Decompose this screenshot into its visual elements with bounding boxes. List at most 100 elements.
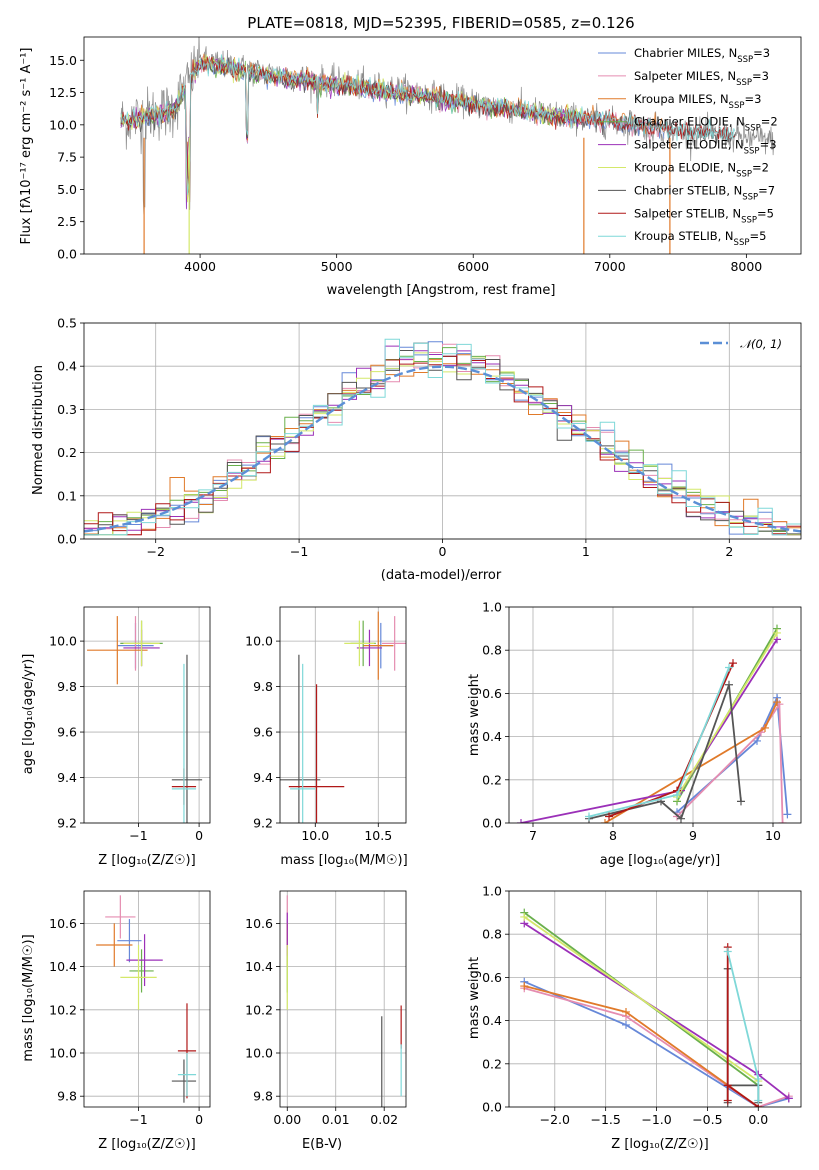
y-tick-label: 15.0	[49, 53, 77, 68]
series-line-chabrier_miles	[523, 980, 790, 1107]
x-tick-label: 0.02	[370, 1112, 398, 1127]
y-tick-label: 10.0	[49, 634, 77, 649]
x-tick-label: −1	[290, 544, 308, 559]
legend-label: Kroupa MILES, NSSP=3	[634, 92, 761, 111]
axes-frame	[83, 606, 211, 824]
y-tick-label: 10.4	[49, 959, 77, 974]
age-vs-mass-panel: 10.0 10.5 9.2 9.4 9.6 9.8 10.0	[245, 606, 407, 843]
point-marker-kroupa_miles	[773, 698, 781, 707]
y-tick-label: 0.0	[482, 816, 502, 831]
x-tick-label: −1.5	[590, 1112, 620, 1127]
massZ-y-label: mass [log₁₀(M/M☉)]	[21, 934, 36, 1061]
plot-area	[87, 616, 203, 823]
residuals-x-label: (data-model)/error	[381, 568, 502, 583]
point-marker-kroupa_stelib	[754, 1074, 763, 1083]
y-tick-label: 10.0	[245, 634, 273, 649]
point-marker-salpeter_miles	[778, 819, 787, 823]
y-tick-label: 0.8	[482, 643, 502, 658]
histogram-kroupa_stelib	[84, 338, 801, 536]
y-tick-label: 0.2	[57, 445, 77, 460]
mwZ-x-label: Z [log₁₀(Z/Z☉)]	[611, 1137, 708, 1152]
y-tick-label: 9.8	[57, 1089, 77, 1104]
axes-frame	[83, 890, 211, 1108]
point-marker-kroupa_miles	[520, 982, 529, 991]
spectrum-panel: 4000 5000 6000 7000 8000 0.0 2.5 5.0 7.5 10.0 12.5…	[49, 36, 802, 274]
y-tick-label: 0.4	[57, 359, 77, 374]
point-marker-salpeter_stelib	[729, 659, 737, 668]
x-tick-label: 1	[582, 544, 590, 559]
point-marker-salpeter_stelib	[723, 1081, 732, 1090]
x-tick-label: 0.01	[322, 1112, 350, 1127]
y-tick-label: 10.6	[49, 916, 77, 931]
y-tick-label: 9.6	[57, 725, 77, 740]
y-tick-label: 0.0	[57, 247, 77, 262]
massZ-x-label: Z [log₁₀(Z/Z☉)]	[98, 1137, 195, 1152]
mass-weight-vs-metallicity-panel: −2.0 −1.5 −1.0 −0.5 0.0 0.0 0.2 0.4 0.6 0.8 1.0	[482, 884, 802, 1127]
x-tick-label: −0.5	[692, 1112, 722, 1127]
axes-frame	[83, 36, 802, 255]
spectrum-title: PLATE=0818, MJD=52395, FIBERID=0585, z=0…	[247, 14, 634, 32]
point-marker-salpeter_elodie	[517, 819, 525, 823]
plot-area	[520, 908, 793, 1107]
series-line-kroupa_elodie	[523, 916, 759, 1082]
legend-label: Salpeter ELODIE, NSSP=3	[634, 138, 777, 157]
y-tick-label: 5.0	[57, 182, 77, 197]
y-tick-label: 0.6	[482, 970, 502, 985]
y-tick-label: 0.0	[482, 1100, 502, 1115]
massE-x-label: E(B-V)	[302, 1137, 342, 1152]
plot-area	[120, 37, 775, 254]
y-tick-label: 9.2	[253, 816, 273, 831]
y-tick-label: 10.0	[245, 1046, 273, 1061]
plot-area	[517, 624, 792, 823]
point-marker-kroupa_miles	[622, 1007, 631, 1016]
x-tick-label: 0.00	[273, 1112, 301, 1127]
x-tick-label: 0.0	[748, 1112, 768, 1127]
mwZ-y-label: mass weight	[467, 957, 482, 1039]
y-tick-label: 0.3	[57, 402, 77, 417]
point-marker-kroupa_stelib	[725, 663, 733, 672]
y-tick-label: 0.1	[57, 488, 77, 503]
x-tick-label: 10	[765, 828, 781, 843]
axes-frame	[279, 890, 407, 1108]
y-tick-label: 9.4	[253, 770, 273, 785]
point-marker-kroupa_stelib	[585, 812, 593, 821]
model-spectrum-salpeter_stelib	[120, 57, 736, 193]
y-tick-label: 0.6	[482, 686, 502, 701]
y-tick-label: 9.8	[253, 1089, 273, 1104]
legend-label: 𝒩(0, 1)	[740, 337, 782, 351]
x-tick-label: 0	[195, 1112, 203, 1127]
y-tick-label: 10.2	[49, 1002, 77, 1017]
point-marker-kroupa_miles	[761, 723, 769, 732]
y-tick-label: 7.5	[57, 150, 77, 165]
y-tick-label: 10.4	[245, 959, 273, 974]
y-tick-label: 9.4	[57, 770, 77, 785]
point-marker-chabrier_stelib	[677, 814, 685, 823]
y-tick-label: 10.0	[49, 1046, 77, 1061]
x-tick-label: −1.0	[641, 1112, 671, 1127]
point-marker-kroupa_stelib	[723, 947, 732, 956]
x-tick-label: 6000	[457, 259, 489, 274]
model-spectrum-chabrier_stelib	[120, 57, 736, 210]
legend-label: Kroupa ELODIE, NSSP=2	[634, 161, 769, 180]
model-spectrum-chabrier_miles	[136, 59, 665, 209]
point-marker-kroupa_stelib	[673, 790, 681, 799]
x-tick-label: −1	[129, 1112, 147, 1127]
plot-area	[84, 338, 801, 536]
point-marker-chabrier_miles	[622, 1020, 631, 1029]
series-line-salpeter_miles	[524, 987, 790, 1107]
x-tick-label: 7	[529, 828, 537, 843]
x-tick-label: 7000	[594, 259, 626, 274]
y-tick-label: 10.0	[49, 117, 77, 132]
legend: Chabrier MILES, NSSP=3 Salpeter MILES, NS…	[598, 46, 778, 248]
mwAge-y-label: mass weight	[467, 674, 482, 756]
point-marker-chabrier_miles	[783, 810, 792, 819]
mwAge-x-label: age [log₁₀(age/yr)]	[600, 853, 721, 868]
legend-label: Kroupa STELIB, NSSP=5	[634, 229, 766, 248]
y-tick-label: 0.4	[482, 729, 502, 744]
x-tick-label: 4000	[184, 259, 216, 274]
ageM-x-label: mass [log₁₀(M/M☉)]	[280, 853, 407, 868]
mass-vs-metallicity-panel: −1 0 9.8 10.0 10.2 10.4 10.6	[49, 890, 211, 1127]
legend-label: Chabrier STELIB, NSSP=7	[634, 183, 775, 202]
plot-area	[96, 895, 197, 1103]
